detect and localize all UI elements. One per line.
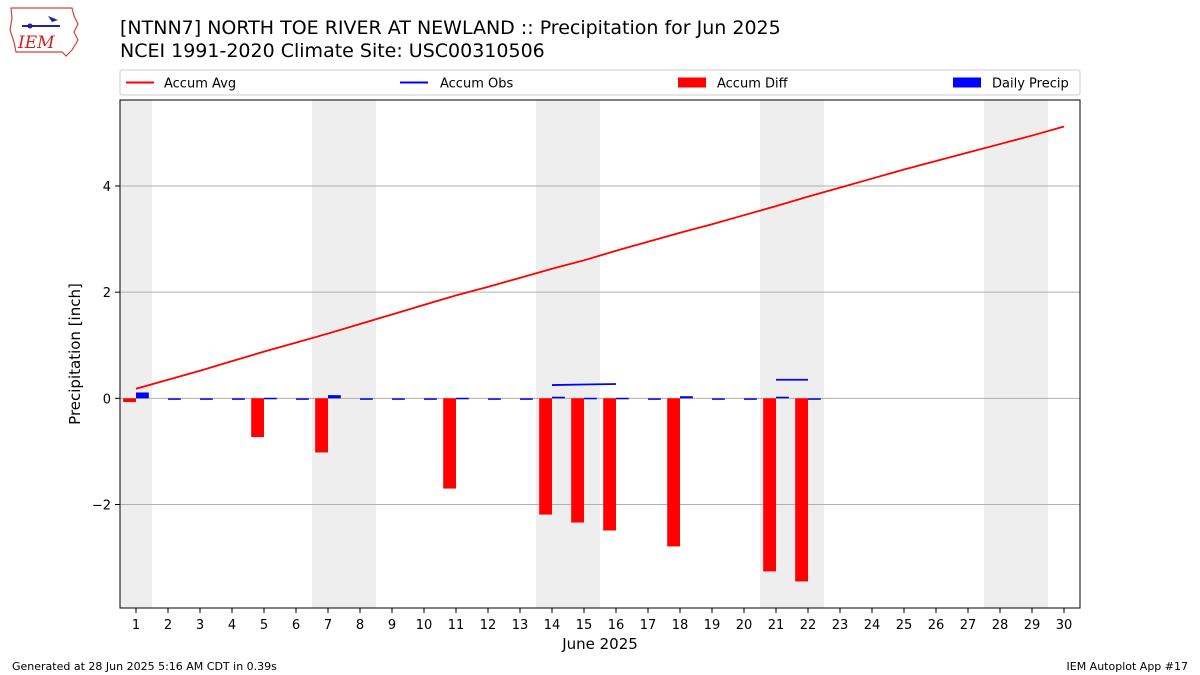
x-tick-label: 3 — [196, 618, 204, 633]
x-tick-label: 26 — [928, 618, 945, 633]
daily-precip-bar — [168, 398, 181, 400]
x-tick-label: 27 — [960, 618, 977, 633]
daily-precip-bar — [712, 398, 725, 400]
x-tick-label: 1 — [132, 618, 140, 633]
daily-precip-bar — [264, 397, 277, 400]
x-tick-label: 11 — [448, 618, 465, 633]
x-tick-label: 10 — [416, 618, 433, 633]
x-tick-label: 28 — [992, 618, 1009, 633]
weekend-shade — [536, 100, 600, 608]
x-tick-label: 6 — [292, 618, 300, 633]
accum-diff-bar — [443, 398, 456, 489]
accum-diff-bar — [571, 398, 584, 523]
legend-label: Accum Obs — [440, 77, 513, 92]
x-tick-label: 5 — [260, 618, 268, 633]
x-tick-label: 20 — [736, 618, 753, 633]
legend-label: Accum Diff — [717, 77, 789, 92]
daily-precip-bar — [232, 398, 245, 400]
daily-precip-bar — [648, 398, 661, 400]
weekend-shade — [120, 100, 152, 608]
y-axis-label: Precipitation [inch] — [66, 283, 84, 425]
daily-precip-bar — [136, 392, 149, 399]
legend-box — [119, 69, 1081, 96]
accum-diff-bar — [795, 398, 808, 582]
y-tick-label: −2 — [92, 498, 111, 513]
x-tick-label: 17 — [640, 618, 657, 633]
x-tick-label: 22 — [800, 618, 817, 633]
x-tick-label: 13 — [512, 618, 529, 633]
daily-precip-bar — [488, 398, 501, 400]
chart-subtitle: NCEI 1991-2020 Climate Site: USC00310506 — [120, 40, 545, 62]
x-tick-label: 18 — [672, 618, 689, 633]
x-tick-label: 23 — [832, 618, 849, 633]
accum-diff-bar — [667, 398, 680, 547]
x-tick-label: 14 — [544, 618, 561, 633]
x-tick-label: 9 — [388, 618, 396, 633]
y-tick-label: 0 — [103, 392, 111, 407]
weekend-shade — [984, 100, 1048, 608]
daily-precip-bar — [680, 396, 693, 399]
daily-precip-bar — [328, 395, 341, 399]
x-tick-label: 30 — [1056, 618, 1073, 633]
y-tick-label: 2 — [103, 286, 111, 301]
x-tick-label: 29 — [1024, 618, 1041, 633]
accum-avg-line — [135, 125, 1065, 390]
x-tick-label: 21 — [768, 618, 785, 633]
x-tick-label: 19 — [704, 618, 721, 633]
daily-precip-bar — [616, 397, 629, 400]
daily-precip-bar — [808, 398, 821, 400]
accum-diff-bar — [315, 398, 328, 453]
legend-swatch — [953, 77, 981, 88]
daily-precip-bar — [584, 397, 597, 400]
x-axis-label: June 2025 — [561, 635, 638, 653]
x-tick-label: 12 — [480, 618, 497, 633]
chart-title: [NTNN7] NORTH TOE RIVER AT NEWLAND :: Pr… — [120, 17, 781, 39]
x-tick-label: 16 — [608, 618, 625, 633]
x-tick-label: 15 — [576, 618, 593, 633]
footer-generated: Generated at 28 Jun 2025 5:16 AM CDT in … — [12, 660, 277, 673]
daily-precip-bar — [424, 398, 437, 400]
x-tick-label: 24 — [864, 618, 881, 633]
plot-frame — [119, 99, 1081, 609]
y-tick-label: 4 — [103, 180, 111, 195]
x-tick-label: 2 — [164, 618, 172, 633]
accum-diff-bar — [763, 398, 776, 572]
daily-precip-bar — [520, 398, 533, 400]
x-tick-label: 25 — [896, 618, 913, 633]
daily-precip-bar — [392, 398, 405, 400]
x-tick-label: 7 — [324, 618, 332, 633]
daily-precip-bar — [200, 398, 213, 400]
daily-precip-bar — [552, 396, 565, 399]
accum-diff-bar — [123, 398, 136, 403]
daily-precip-bar — [296, 398, 309, 400]
daily-precip-bar — [744, 398, 757, 400]
weekend-shade — [312, 100, 376, 608]
logo-text: IEM — [17, 33, 55, 53]
accum-diff-bar — [539, 398, 552, 515]
accum-obs-line — [551, 383, 617, 386]
footer-app: IEM Autoplot App #17 — [1066, 660, 1189, 673]
x-tick-label: 8 — [356, 618, 364, 633]
daily-precip-bar — [776, 396, 789, 399]
legend-label: Daily Precip — [992, 77, 1069, 92]
legend-label: Accum Avg — [164, 77, 236, 92]
iem-logo: IEM — [9, 7, 79, 57]
accum-diff-bar — [251, 398, 264, 438]
daily-precip-bar — [456, 397, 469, 400]
x-tick-label: 4 — [228, 618, 236, 633]
accum-diff-bar — [603, 398, 616, 531]
daily-precip-bar — [360, 398, 373, 400]
legend-swatch — [678, 77, 706, 88]
